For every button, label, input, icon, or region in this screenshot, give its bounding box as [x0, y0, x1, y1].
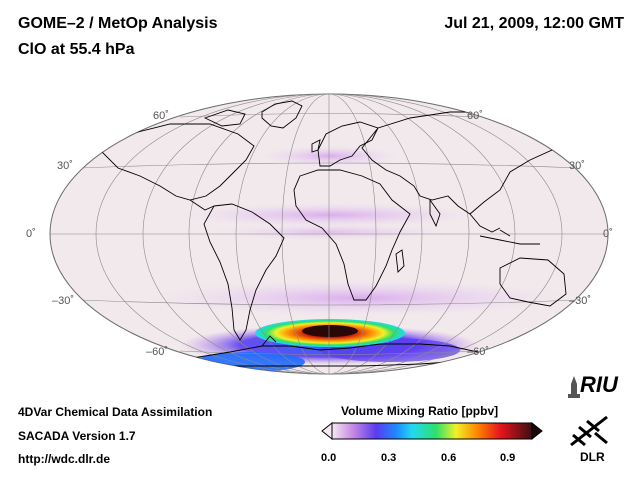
lat-label-30n-left: 30˚	[57, 160, 73, 172]
footer-line-2: SACADA Version 1.7	[18, 429, 136, 443]
lat-label-60s-right: –60˚	[467, 346, 490, 358]
lat-label-60n-right: 60˚	[467, 110, 483, 122]
colorbar-tick-2: 0.6	[441, 452, 457, 464]
riu-logo-text: RIU	[580, 372, 618, 397]
graticule	[50, 94, 608, 374]
dlr-logo-text: DLR	[580, 450, 605, 464]
map-title: GOME–2 / MetOp Analysis	[18, 15, 218, 32]
map-subtitle: ClO at 55.4 hPa	[18, 41, 135, 58]
lat-label-30n-right: 30˚	[569, 160, 585, 172]
lat-label-eq-right: 0˚	[603, 228, 613, 240]
lat-label-60n-left: 60˚	[153, 110, 169, 122]
footer-line-1: 4DVar Chemical Data Assimilation	[18, 405, 213, 419]
riu-logo-icon	[568, 376, 580, 398]
dlr-logo-icon	[570, 415, 608, 447]
lat-label-30s-right: –30˚	[569, 295, 592, 307]
colorbar-tick-0: 0.0	[321, 452, 337, 464]
colorbar-max-arrow	[531, 421, 543, 441]
colorbar-min-arrow	[321, 421, 333, 441]
colorbar-title: Volume Mixing Ratio [ppbv]	[341, 404, 499, 418]
lat-label-30s-left: –30˚	[52, 295, 75, 307]
coastlines	[99, 100, 591, 367]
colorbar	[321, 421, 543, 441]
map-datetime: Jul 21, 2009, 12:00 GMT	[444, 15, 624, 32]
lat-label-eq-left: 0˚	[26, 228, 36, 240]
colorbar-tick-1: 0.3	[381, 452, 397, 464]
colorbar-tick-3: 0.9	[500, 452, 516, 464]
footer-url: http://wdc.dlr.de	[18, 452, 110, 466]
lat-label-60s-left: –60˚	[146, 346, 169, 358]
